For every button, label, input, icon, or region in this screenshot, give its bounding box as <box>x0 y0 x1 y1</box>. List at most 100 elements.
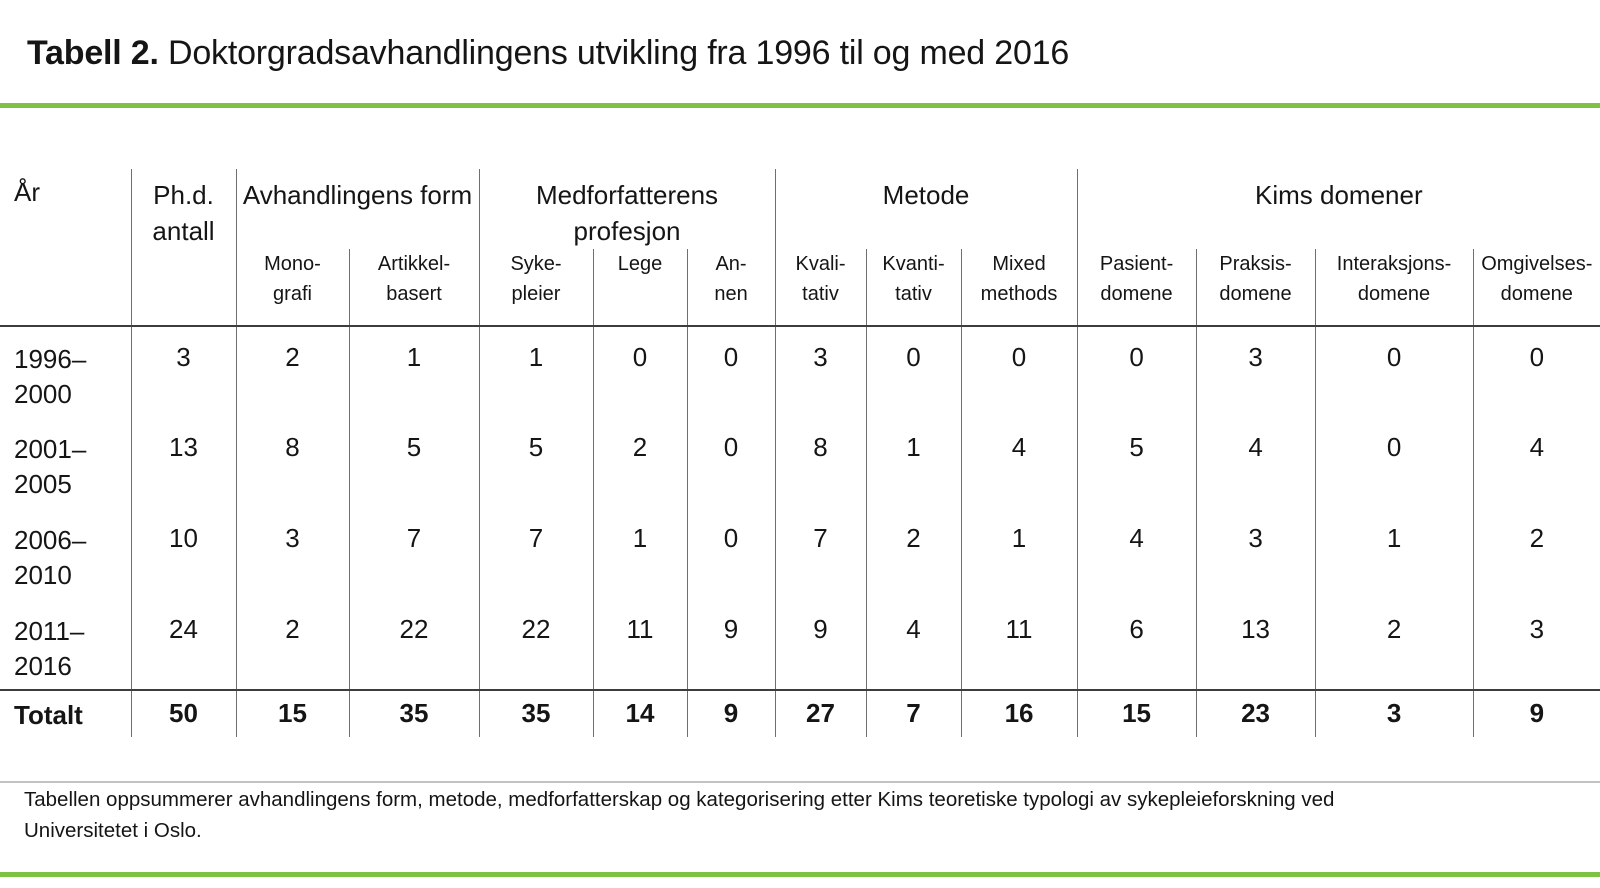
data-cell: 0 <box>592 326 688 417</box>
data-cell: 0 <box>1076 326 1197 417</box>
table-row: Totalt 50 15 35 35 14 9 27 7 16 15 23 3 9 <box>0 689 1600 737</box>
data-cell: 1 <box>1314 508 1474 599</box>
data-cell: 4 <box>960 417 1078 508</box>
table-footnote: Tabellen oppsummerer avhandlingens form,… <box>24 788 1335 842</box>
table-header: År Ph.d. antall Avhandlingens form Medfo… <box>0 169 1600 327</box>
data-cell: 2 <box>1314 599 1474 690</box>
table-row: 2001– 2005 13 8 5 5 2 0 8 1 4 5 4 0 4 <box>0 417 1600 508</box>
data-cell: 8 <box>235 417 349 508</box>
data-cell: 16 <box>960 689 1078 737</box>
column-header-mixed-methods: Mixed methods <box>960 249 1078 327</box>
data-cell: 4 <box>1195 417 1316 508</box>
data-cell: 3 <box>130 326 236 417</box>
data-cell: 0 <box>960 326 1078 417</box>
column-header-interaksjonsdomene: Interaksjons- domene <box>1314 249 1474 327</box>
bottom-green-rule <box>0 872 1600 877</box>
data-cell: 2 <box>592 417 688 508</box>
data-cell: 2 <box>235 599 349 690</box>
column-header-annen: An- nen <box>686 249 776 327</box>
data-cell: 3 <box>1195 508 1316 599</box>
data-cell: 3 <box>1314 689 1474 737</box>
data-cell: 22 <box>348 599 480 690</box>
data-cell: 35 <box>348 689 480 737</box>
column-header-artikkelbasert: Artikkel- basert <box>348 249 480 327</box>
data-cell: 5 <box>1076 417 1197 508</box>
data-cell: 2 <box>235 326 349 417</box>
data-cell: 1 <box>348 326 480 417</box>
data-cell: 0 <box>1472 326 1600 417</box>
column-header-phd-antall: Ph.d. antall <box>130 169 236 249</box>
data-cell: 50 <box>130 689 236 737</box>
data-cell: 0 <box>686 326 776 417</box>
data-cell: 15 <box>1076 689 1197 737</box>
table-title-prefix: Tabell 2. <box>27 34 159 72</box>
table-row: 1996– 2000 3 2 1 1 0 0 3 0 0 0 3 0 0 <box>0 326 1600 417</box>
data-cell: 13 <box>130 417 236 508</box>
data-cell: 4 <box>1472 417 1600 508</box>
data-cell: 0 <box>1314 326 1474 417</box>
header-row-groups: År Ph.d. antall Avhandlingens form Medfo… <box>0 169 1600 249</box>
data-cell: 2 <box>1472 508 1600 599</box>
data-cell: 7 <box>774 508 867 599</box>
data-cell: 4 <box>1076 508 1197 599</box>
data-cell: 7 <box>865 689 962 737</box>
data-cell: 6 <box>1076 599 1197 690</box>
data-cell: 22 <box>478 599 594 690</box>
table-body: 1996– 2000 3 2 1 1 0 0 3 0 0 0 3 0 0 2001– 2005 13 8 5 5 2 0… <box>0 326 1600 737</box>
data-cell: 14 <box>592 689 688 737</box>
data-cell: 0 <box>686 417 776 508</box>
data-cell: 1 <box>478 326 594 417</box>
total-row-label: Totalt <box>0 689 131 737</box>
data-cell: 13 <box>1195 599 1316 690</box>
data-cell: 11 <box>592 599 688 690</box>
header-spacer-year <box>0 249 131 327</box>
data-cell: 3 <box>235 508 349 599</box>
row-year-label: 2001– 2005 <box>14 434 87 499</box>
column-header-year: År <box>14 177 40 207</box>
data-cell: 3 <box>1195 326 1316 417</box>
column-header-omgivelsesdomene: Omgivelses- domene <box>1472 249 1600 327</box>
data-cell: 5 <box>348 417 480 508</box>
column-header-praksisdomene: Praksis- domene <box>1195 249 1316 327</box>
header-row-subcolumns: Mono- grafi Artikkel- basert Syke- pleie… <box>0 249 1600 327</box>
row-year-label: 2006– 2010 <box>14 525 87 590</box>
table-row: 2006– 2010 10 3 7 7 1 0 7 2 1 4 3 1 2 <box>0 508 1600 599</box>
data-cell: 1 <box>865 417 962 508</box>
data-cell: 7 <box>478 508 594 599</box>
data-cell: 0 <box>1314 417 1474 508</box>
column-header-kvantitativ: Kvanti- tativ <box>865 249 962 327</box>
data-table: År Ph.d. antall Avhandlingens form Medfo… <box>0 169 1600 737</box>
column-group-kims-domener: Kims domener <box>1076 169 1600 249</box>
row-year-label: 1996– 2000 <box>14 344 87 409</box>
data-cell: 35 <box>478 689 594 737</box>
data-cell: 5 <box>478 417 594 508</box>
table-row: 2011– 2016 24 2 22 22 11 9 9 4 11 6 13 2 3 <box>0 599 1600 690</box>
footnote-separator-line <box>0 781 1600 783</box>
column-group-metode: Metode <box>774 169 1078 249</box>
data-cell: 1 <box>592 508 688 599</box>
data-cell: 10 <box>130 508 236 599</box>
header-spacer-phd <box>130 249 236 327</box>
column-header-sykepleier: Syke- pleier <box>478 249 594 327</box>
data-cell: 9 <box>1472 689 1600 737</box>
data-cell: 3 <box>1472 599 1600 690</box>
data-cell: 7 <box>348 508 480 599</box>
column-header-lege: Lege <box>592 249 688 327</box>
column-group-avhandlingens-form: Avhandlingens form <box>235 169 480 249</box>
column-header-monografi: Mono- grafi <box>235 249 349 327</box>
data-cell: 24 <box>130 599 236 690</box>
column-header-kvalitativ: Kvali- tativ <box>774 249 867 327</box>
data-cell: 0 <box>686 508 776 599</box>
data-cell: 15 <box>235 689 349 737</box>
data-cell: 1 <box>960 508 1078 599</box>
data-cell: 11 <box>960 599 1078 690</box>
top-green-rule <box>0 103 1600 108</box>
data-cell: 4 <box>865 599 962 690</box>
data-cell: 9 <box>686 689 776 737</box>
table-title-text: Doktorgradsavhandlingens utvikling fra 1… <box>158 34 1070 72</box>
data-cell: 9 <box>686 599 776 690</box>
data-cell: 23 <box>1195 689 1316 737</box>
table-title: Tabell 2. Doktorgradsavhandlingens utvik… <box>27 34 1069 73</box>
data-cell: 3 <box>774 326 867 417</box>
